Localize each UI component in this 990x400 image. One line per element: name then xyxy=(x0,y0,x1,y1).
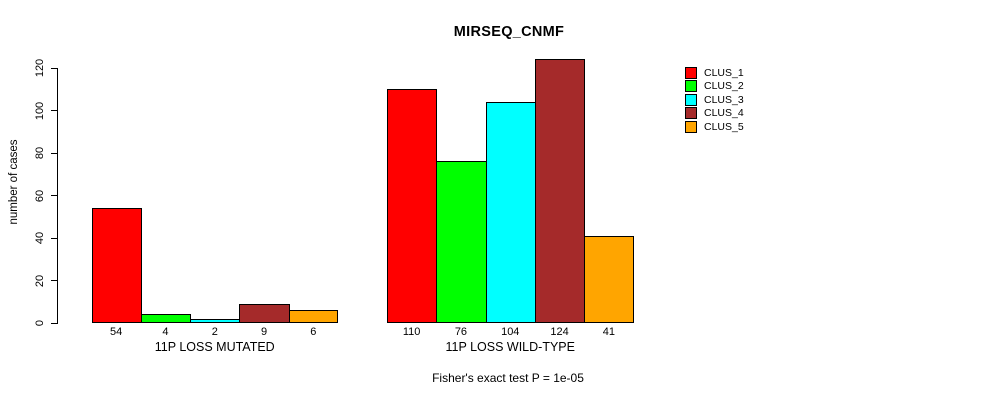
legend-label: CLUS_5 xyxy=(704,120,744,133)
bar-value-label: 9 xyxy=(260,326,268,338)
y-axis-line xyxy=(57,68,58,324)
y-tick xyxy=(51,280,57,281)
y-tick-label: 0 xyxy=(34,319,46,327)
bar-value-label: 4 xyxy=(162,326,169,338)
legend-color-swatch-icon xyxy=(685,80,697,93)
x-category-label: 11P LOSS WILD-TYPE xyxy=(445,340,575,354)
bar-value-label: 76 xyxy=(454,326,468,338)
bar-value-label: 124 xyxy=(550,326,569,338)
bar-value-label: 2 xyxy=(211,326,218,338)
y-tick-label: 120 xyxy=(34,58,46,78)
y-tick-label: 100 xyxy=(34,101,46,120)
bar-clus_5-group1 xyxy=(289,310,338,323)
x-category-label: 11P LOSS MUTATED xyxy=(154,340,275,354)
legend-label: CLUS_4 xyxy=(704,107,744,120)
bar-clus_3-group1 xyxy=(190,319,240,323)
bar-value-label: 104 xyxy=(501,326,520,338)
y-tick xyxy=(51,67,57,69)
legend-label: CLUS_3 xyxy=(704,93,744,106)
bar-value-label: 110 xyxy=(402,326,421,338)
y-tick-label: 80 xyxy=(34,146,46,160)
bar-value-label: 54 xyxy=(110,326,123,338)
y-tick-label: 20 xyxy=(34,274,46,287)
bar-clus_4-group1 xyxy=(239,304,290,323)
bar-value-label: 41 xyxy=(602,326,615,338)
bar-clus_1-group1 xyxy=(92,208,142,323)
bar-clus_1-group2 xyxy=(387,89,437,323)
legend-color-swatch-icon xyxy=(685,67,697,79)
y-tick xyxy=(51,322,57,324)
bar-clus_2-group1 xyxy=(141,314,191,323)
y-tick xyxy=(51,195,57,196)
y-axis-label: number of cases xyxy=(8,139,20,225)
y-tick xyxy=(51,110,57,111)
bar-value-label: 6 xyxy=(310,326,317,338)
bar-clus_5-group2 xyxy=(584,236,634,323)
y-tick-label: 60 xyxy=(34,189,46,202)
legend-color-swatch-icon xyxy=(685,107,697,120)
legend-label: CLUS_1 xyxy=(704,67,744,79)
chart-title: MIRSEQ_CNMF xyxy=(453,24,565,40)
legend-color-swatch-icon xyxy=(685,120,697,133)
y-tick-label: 40 xyxy=(34,231,46,245)
y-tick xyxy=(51,237,57,239)
legend-color-swatch-icon xyxy=(685,93,697,106)
fisher-test-caption: Fisher's exact test P = 1e-05 xyxy=(432,371,584,385)
bar-clus_3-group2 xyxy=(486,102,536,323)
y-tick xyxy=(51,152,57,154)
bar-clus_2-group2 xyxy=(436,161,487,323)
bar-clus_4-group2 xyxy=(535,59,585,323)
legend-label: CLUS_2 xyxy=(704,80,744,93)
